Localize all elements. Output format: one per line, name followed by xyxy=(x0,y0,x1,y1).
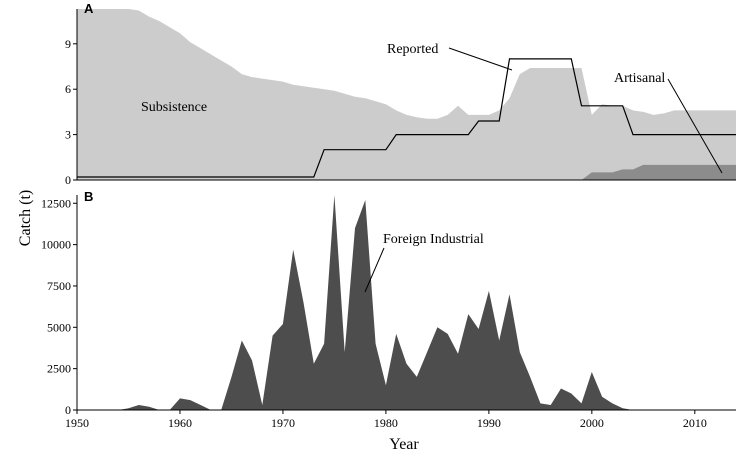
panel-a-label: A xyxy=(84,1,94,16)
x-axis-title: Year xyxy=(389,436,419,453)
b-x-tick-label-1980: 1980 xyxy=(374,416,398,430)
b-x-tick-label-1970: 1970 xyxy=(271,416,295,430)
b-x-tick-label-1960: 1960 xyxy=(168,416,192,430)
panel-a-axes: 0 3 6 9 xyxy=(65,9,736,187)
a-area-subsistence xyxy=(77,9,736,180)
panel-a-reported-line xyxy=(77,58,736,178)
a-y-tick-label-9: 9 xyxy=(65,37,71,51)
b-y-tick-label-2500: 2500 xyxy=(47,362,71,376)
reported-series-line xyxy=(77,58,736,178)
annotation-subsistence: Subsistence xyxy=(141,100,207,115)
artisanal-leader-line xyxy=(667,78,723,174)
a-y-tick-label-6: 6 xyxy=(65,82,71,96)
y-axis-title: Catch (t) xyxy=(17,190,34,246)
b-y-tick-label-5000: 5000 xyxy=(47,320,71,334)
b-area-foreign-industrial xyxy=(77,195,736,410)
b-x-tick-label-1950: 1950 xyxy=(65,416,89,430)
b-x-tick-label-1990: 1990 xyxy=(477,416,501,430)
b-y-tick-label-10000: 10000 xyxy=(41,238,71,252)
annotation-artisanal: Artisanal xyxy=(614,71,665,86)
annotation-reported: Reported xyxy=(387,42,438,57)
a-y-tick-label-3: 3 xyxy=(65,128,71,142)
b-x-tick-label-2000: 2000 xyxy=(580,416,604,430)
foreign-industrial-leader-line xyxy=(364,247,385,293)
b-y-tick-label-7500: 7500 xyxy=(47,279,71,293)
a-y-tick-label-0: 0 xyxy=(65,173,71,187)
b-x-tick-label-2010: 2010 xyxy=(683,416,707,430)
panel-a-areas xyxy=(77,9,736,180)
panel-b: 0 2500 5000 7500 10000 12500 1950 1960 1970 1980 1… xyxy=(41,195,736,430)
b-y-tick-label-0: 0 xyxy=(65,403,71,417)
b-y-tick-label-12500: 12500 xyxy=(41,196,71,210)
panel-a: 0 3 6 9 xyxy=(65,9,736,187)
panel-b-label: B xyxy=(84,189,93,204)
annotation-foreign-industrial: Foreign Industrial xyxy=(383,232,484,247)
reported-leader-line xyxy=(448,47,513,71)
panel-b-areas xyxy=(77,195,736,410)
a-area-artisanal xyxy=(77,164,736,180)
panel-b-axes: 0 2500 5000 7500 10000 12500 1950 1960 1970 1980 1… xyxy=(41,195,736,430)
